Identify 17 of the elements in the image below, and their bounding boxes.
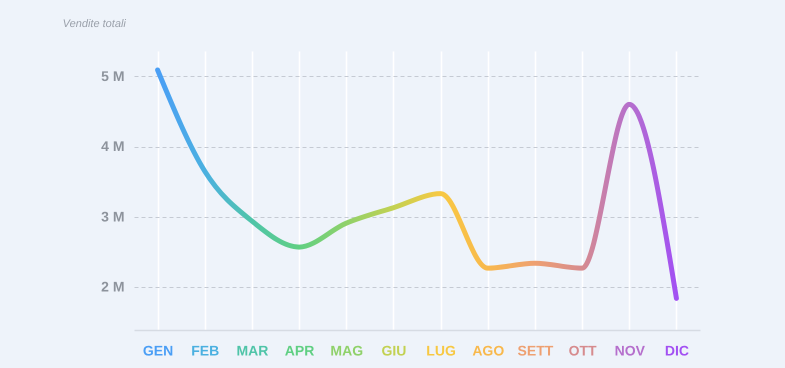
x-tick-label: FEB [191, 342, 220, 358]
y-tick-label: 4 M [101, 138, 124, 154]
x-tick-label: APR [284, 342, 314, 358]
x-tick-label: NOV [614, 342, 646, 358]
x-tick-label: OTT [568, 342, 598, 358]
x-tick-label: GEN [142, 342, 174, 358]
y-tick-label: 5 M [101, 68, 124, 84]
y-tick-label: 3 M [101, 208, 124, 224]
x-tick-label: LUG [426, 342, 456, 358]
x-tick-label: MAG [330, 342, 364, 358]
x-tick-label: MAR [236, 342, 268, 358]
x-tick-label: SETT [518, 342, 554, 358]
x-tick-label: GIU [381, 342, 406, 358]
chart-title: Vendite totali [62, 18, 126, 30]
y-tick-label: 2 M [101, 278, 124, 295]
x-tick-label: AGO [472, 342, 504, 358]
x-tick-label: DIC [664, 342, 689, 358]
